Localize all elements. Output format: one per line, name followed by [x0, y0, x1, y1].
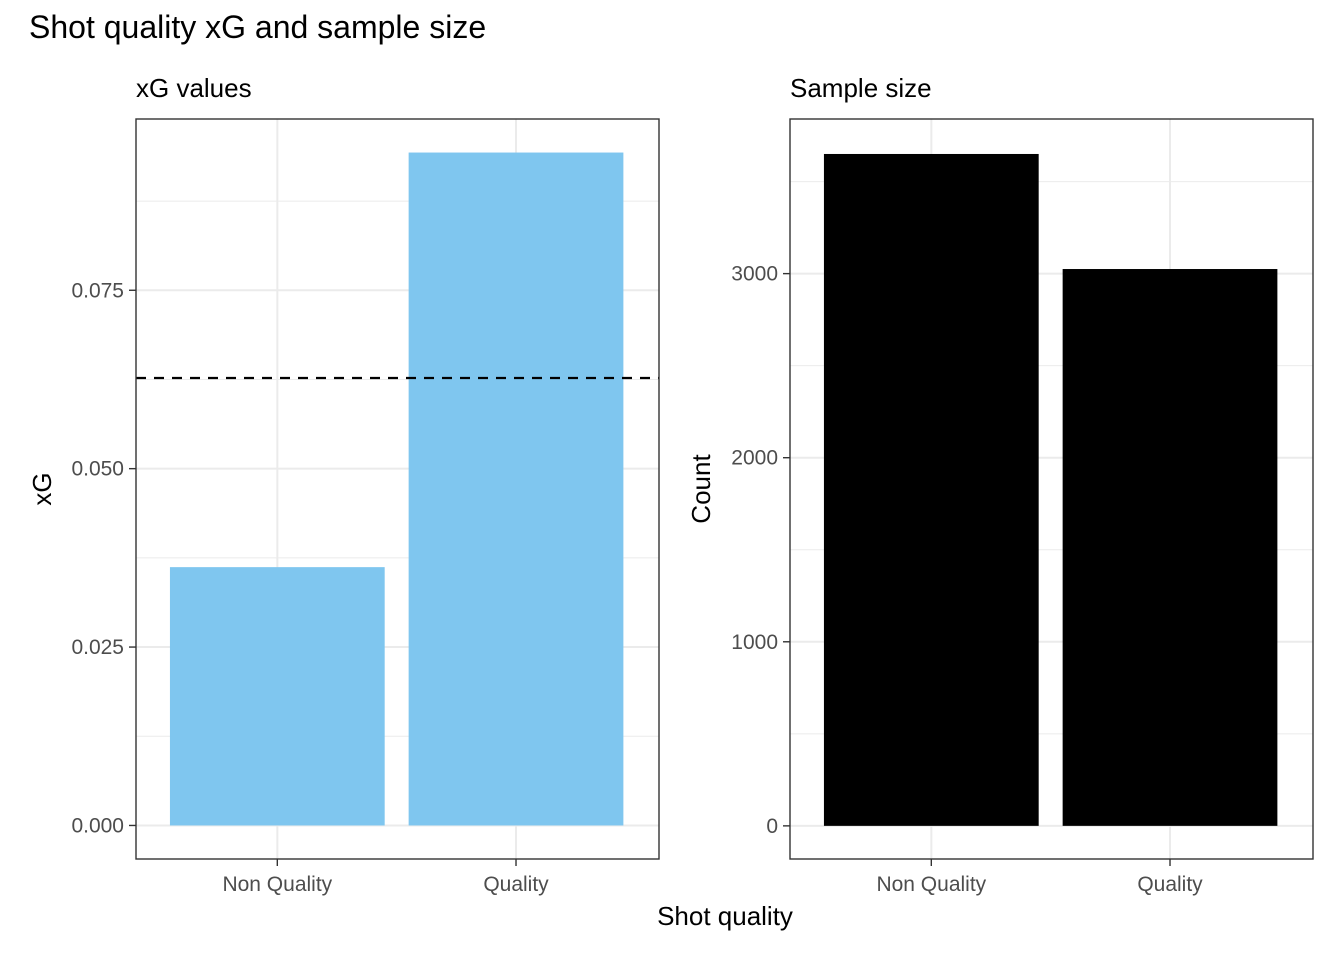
count-bar-quality [1062, 269, 1278, 826]
xg-bar-non-quality [169, 567, 385, 826]
xg-bar-quality [408, 152, 624, 826]
count-panel-border [789, 118, 1314, 860]
xg-panel-border [135, 118, 660, 860]
xg-panel-title: xG values [136, 73, 252, 103]
figure-title: Shot quality xG and sample size [29, 9, 486, 45]
xg-y-tick-label: 0.025 [71, 636, 124, 659]
xg-x-tick-label: Non Quality [222, 873, 332, 896]
xg-y-tick-label: 0.050 [71, 458, 124, 481]
sample-size-panel: Sample size 0 1000 2000 3000 Non Quality Qual… [686, 73, 1314, 896]
xg-y-axis-title: xG [27, 472, 57, 505]
count-y-tick-label: 2000 [731, 447, 778, 470]
count-x-tick-label: Quality [1137, 873, 1203, 896]
count-y-tick-label: 3000 [731, 263, 778, 286]
count-y-tick-label: 0 [766, 815, 778, 838]
xg-y-tick-label: 0.000 [71, 814, 124, 837]
count-y-tick-label: 1000 [731, 631, 778, 654]
count-y-axis-title: Count [686, 454, 716, 524]
count-bar-non-quality [823, 153, 1039, 826]
xg-x-tick-label: Quality [483, 873, 549, 896]
xg-values-panel: xG values 0.000 0.025 0.050 0.075 Non Qualit… [27, 73, 660, 896]
count-x-tick-label: Non Quality [876, 873, 986, 896]
xg-y-tick-label: 0.075 [71, 279, 124, 302]
count-panel-title: Sample size [790, 73, 932, 103]
shared-x-axis-title: Shot quality [657, 901, 793, 931]
